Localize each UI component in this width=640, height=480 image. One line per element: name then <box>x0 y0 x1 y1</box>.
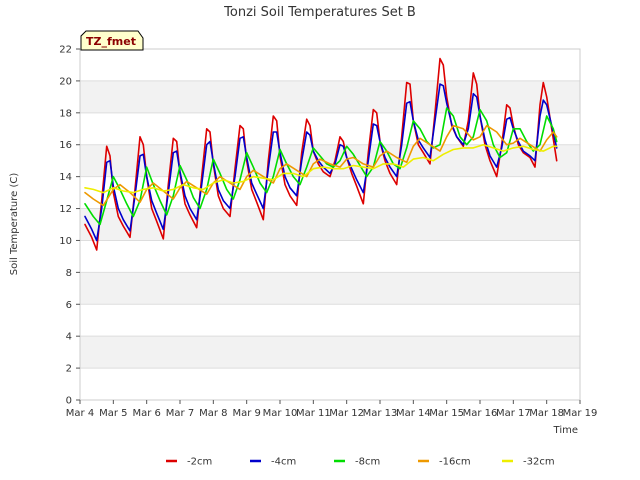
x-tick-label: Mar 18 <box>529 408 564 419</box>
y-tick-label: 14 <box>59 172 72 183</box>
band-8 <box>80 112 580 145</box>
x-tick-label: Mar 13 <box>363 408 398 419</box>
y-axis-ticks: 0 2 4 6 8 10 12 14 16 18 20 22 <box>59 45 80 407</box>
y-tick-label: 0 <box>66 396 72 407</box>
x-tick-label: Mar 10 <box>263 408 298 419</box>
x-tick-label: Mar 14 <box>396 408 431 419</box>
series-lines <box>84 57 558 251</box>
y-tick-label: 18 <box>59 108 72 119</box>
x-tick-label: Mar 11 <box>296 408 331 419</box>
x-tick-label: Mar 6 <box>132 408 160 419</box>
x-tick-label: Mar 12 <box>329 408 364 419</box>
y-tick-label: 4 <box>66 332 72 343</box>
y-tick-label: 12 <box>59 204 72 215</box>
series-line-16cm <box>84 124 558 207</box>
band-10 <box>80 49 580 81</box>
series-line-32cm <box>84 143 558 194</box>
x-tick-label: Mar 9 <box>232 408 260 419</box>
badge-shape <box>80 30 144 51</box>
x-axis-ticks: Mar 4 Mar 5 Mar 6 Mar 7 Mar 8 Mar 9 Mar 10Mar … <box>66 400 598 419</box>
y-tick-label: 10 <box>59 236 72 247</box>
plot-frame <box>79 48 581 401</box>
x-tick-label: Mar 16 <box>463 408 498 419</box>
background-bands <box>80 49 580 400</box>
band-5 <box>80 208 580 241</box>
y-tick-label: 8 <box>66 268 72 279</box>
x-tick-label: Mar 17 <box>496 408 531 419</box>
y-tick-label: 20 <box>59 76 72 87</box>
legend: -2cm -4cm -8cm -16cm -32cm <box>166 457 555 468</box>
y-tick-label: 16 <box>59 140 72 151</box>
band-6 <box>80 176 580 209</box>
chart-title: Tonzi Soil Temperatures Set B <box>223 5 416 20</box>
y-tick-label: 6 <box>66 300 72 311</box>
band-4 <box>80 240 580 273</box>
x-tick-label: Mar 5 <box>99 408 127 419</box>
badge-label: TZ_fmet <box>86 35 136 48</box>
x-tick-label: Mar 4 <box>66 408 94 419</box>
band-1 <box>80 336 580 369</box>
band-9 <box>80 80 580 113</box>
x-tick-label: Mar 7 <box>166 408 194 419</box>
band-3 <box>80 272 580 305</box>
x-axis-title: Time <box>553 425 578 436</box>
y-axis-title: Soil Temperature (C) <box>9 173 20 276</box>
legend-label: -4cm <box>271 457 296 468</box>
legend-label: -32cm <box>523 457 555 468</box>
x-tick-label: Mar 19 <box>563 408 598 419</box>
band-0 <box>80 368 580 400</box>
band-2 <box>80 304 580 337</box>
y-tick-label: 22 <box>59 45 72 56</box>
legend-label: -2cm <box>187 457 212 468</box>
series-line-4cm <box>84 83 558 242</box>
legend-label: -16cm <box>439 457 471 468</box>
x-tick-label: Mar 15 <box>429 408 464 419</box>
site-badge: TZ_fmet <box>80 30 144 51</box>
y-tick-label: 2 <box>66 364 72 375</box>
legend-label: -8cm <box>355 457 380 468</box>
x-tick-label: Mar 8 <box>199 408 227 419</box>
